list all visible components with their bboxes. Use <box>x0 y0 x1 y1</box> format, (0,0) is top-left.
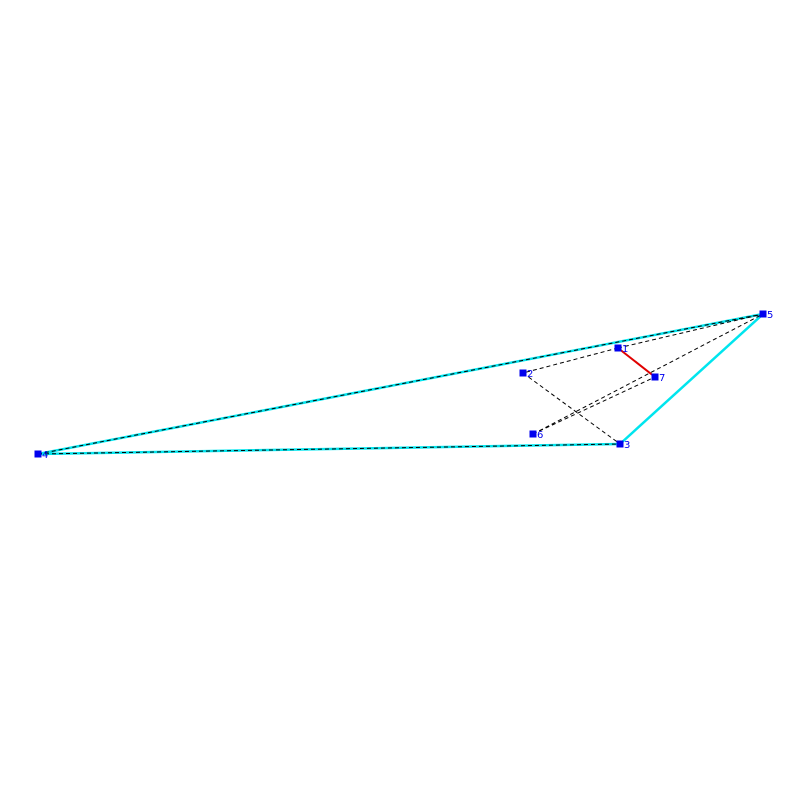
vertex-2[interactable]: 2 <box>519 369 534 380</box>
highlight-edges <box>617 347 656 378</box>
vertex-marker <box>519 369 527 377</box>
vertex-marker <box>616 440 624 448</box>
vertex-marker <box>529 430 537 438</box>
vertex-7[interactable]: 7 <box>651 373 666 384</box>
vertex-label: 3 <box>624 440 630 451</box>
vertex-3[interactable]: 3 <box>616 440 631 451</box>
vertex-label: 2 <box>527 369 533 380</box>
dashed-edge-6-5 <box>532 313 764 435</box>
dashed-edge-6-7 <box>532 376 656 435</box>
vertex-marker <box>651 373 659 381</box>
vertices: 1 2 3 4 5 6 7 <box>34 310 774 461</box>
vertex-label: 4 <box>42 450 48 461</box>
dashed-edge-2-3 <box>522 372 621 445</box>
vertex-6[interactable]: 6 <box>529 430 544 441</box>
dashed-edges <box>37 313 764 455</box>
vertex-label: 6 <box>537 430 543 441</box>
vertex-label: 7 <box>659 373 665 384</box>
dashed-edge-1-2 <box>522 347 619 374</box>
vertex-marker <box>614 344 622 352</box>
vertex-label: 1 <box>622 344 628 355</box>
dashed-edge-4-3 <box>37 443 621 455</box>
hull-edge-5-3 <box>619 313 764 445</box>
hull-edges <box>37 312 764 456</box>
vertex-5[interactable]: 5 <box>759 310 774 321</box>
highlight-edge-1-7 <box>617 347 656 378</box>
dashed-edge-1-5 <box>617 313 764 349</box>
vertex-label: 5 <box>767 310 773 321</box>
vertex-4[interactable]: 4 <box>34 450 49 461</box>
vertex-marker <box>759 310 767 318</box>
hull-edge-4-5 <box>37 312 764 456</box>
vertex-1[interactable]: 1 <box>614 344 629 355</box>
vertex-marker <box>34 450 42 458</box>
